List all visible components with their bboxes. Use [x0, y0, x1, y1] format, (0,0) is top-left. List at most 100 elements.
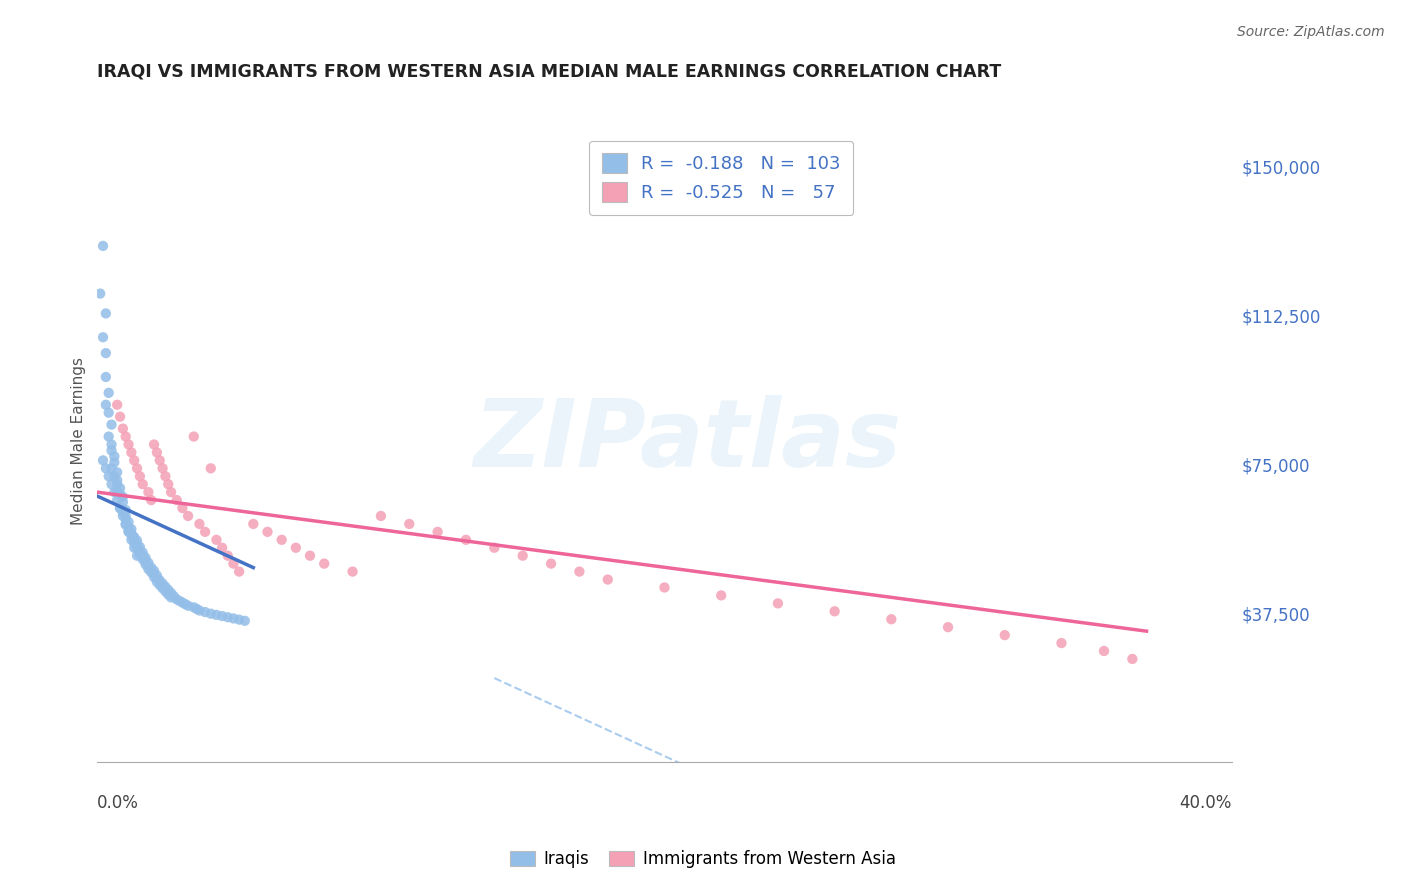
Text: 40.0%: 40.0% [1180, 795, 1232, 813]
Point [398, 516, 420, 531]
Point [880, 612, 903, 626]
Point [117, 524, 139, 538]
Point [484, 541, 506, 555]
Legend: R =  -0.188   N =  103, R =  -0.525   N =   57: R = -0.188 N = 103, R = -0.525 N = 57 [589, 141, 853, 215]
Point [128, 548, 150, 562]
Point [1121, 652, 1143, 666]
Point [138, 485, 160, 500]
Point [100, 477, 122, 491]
Point [125, 549, 148, 563]
Point [103, 485, 125, 500]
Point [128, 544, 150, 558]
Point [157, 588, 180, 602]
Point [152, 576, 174, 591]
Point [160, 591, 183, 605]
Point [211, 609, 233, 624]
Point [120, 526, 142, 541]
Point [146, 568, 169, 582]
Point [186, 602, 208, 616]
Point [105, 493, 128, 508]
Point [138, 556, 160, 570]
Text: 0.0%: 0.0% [97, 795, 139, 813]
Point [114, 508, 136, 523]
Point [149, 578, 172, 592]
Point [152, 461, 174, 475]
Point [766, 596, 789, 610]
Point [157, 477, 180, 491]
Point [454, 533, 477, 547]
Point [120, 522, 142, 536]
Point [233, 614, 256, 628]
Point [284, 541, 307, 555]
Point [125, 541, 148, 556]
Point [138, 559, 160, 574]
Point [163, 589, 186, 603]
Point [568, 565, 591, 579]
Point [146, 445, 169, 459]
Point [103, 469, 125, 483]
Point [135, 550, 157, 565]
Text: ZIPatlas: ZIPatlas [472, 394, 901, 486]
Point [94, 346, 117, 360]
Point [105, 465, 128, 479]
Point [100, 417, 122, 432]
Point [512, 549, 534, 563]
Point [105, 484, 128, 499]
Point [194, 605, 217, 619]
Point [108, 487, 131, 501]
Point [100, 443, 122, 458]
Point [111, 421, 134, 435]
Point [120, 445, 142, 459]
Point [122, 530, 145, 544]
Point [122, 541, 145, 555]
Point [299, 549, 322, 563]
Point [152, 581, 174, 595]
Point [141, 560, 163, 574]
Point [114, 512, 136, 526]
Point [242, 516, 264, 531]
Point [166, 592, 188, 607]
Point [97, 429, 120, 443]
Point [143, 570, 166, 584]
Point [166, 493, 188, 508]
Point [125, 538, 148, 552]
Point [169, 594, 191, 608]
Point [160, 586, 183, 600]
Point [217, 610, 239, 624]
Point [228, 565, 250, 579]
Point [270, 533, 292, 547]
Point [111, 495, 134, 509]
Point [120, 528, 142, 542]
Point [188, 516, 211, 531]
Point [217, 549, 239, 563]
Point [132, 552, 155, 566]
Point [114, 517, 136, 532]
Point [314, 557, 336, 571]
Point [122, 536, 145, 550]
Point [105, 398, 128, 412]
Point [177, 508, 200, 523]
Point [122, 532, 145, 546]
Point [111, 490, 134, 504]
Point [108, 481, 131, 495]
Point [183, 429, 205, 443]
Point [540, 557, 562, 571]
Point [138, 562, 160, 576]
Text: IRAQI VS IMMIGRANTS FROM WESTERN ASIA MEDIAN MALE EARNINGS CORRELATION CHART: IRAQI VS IMMIGRANTS FROM WESTERN ASIA ME… [97, 62, 1001, 80]
Point [200, 461, 222, 475]
Point [426, 524, 449, 539]
Point [1092, 644, 1115, 658]
Point [194, 524, 217, 539]
Point [91, 330, 114, 344]
Point [370, 508, 392, 523]
Point [174, 597, 197, 611]
Point [1050, 636, 1073, 650]
Point [117, 515, 139, 529]
Point [654, 581, 676, 595]
Point [211, 541, 233, 555]
Point [155, 469, 177, 483]
Point [94, 461, 117, 475]
Point [141, 493, 163, 508]
Point [596, 573, 619, 587]
Point [146, 572, 169, 586]
